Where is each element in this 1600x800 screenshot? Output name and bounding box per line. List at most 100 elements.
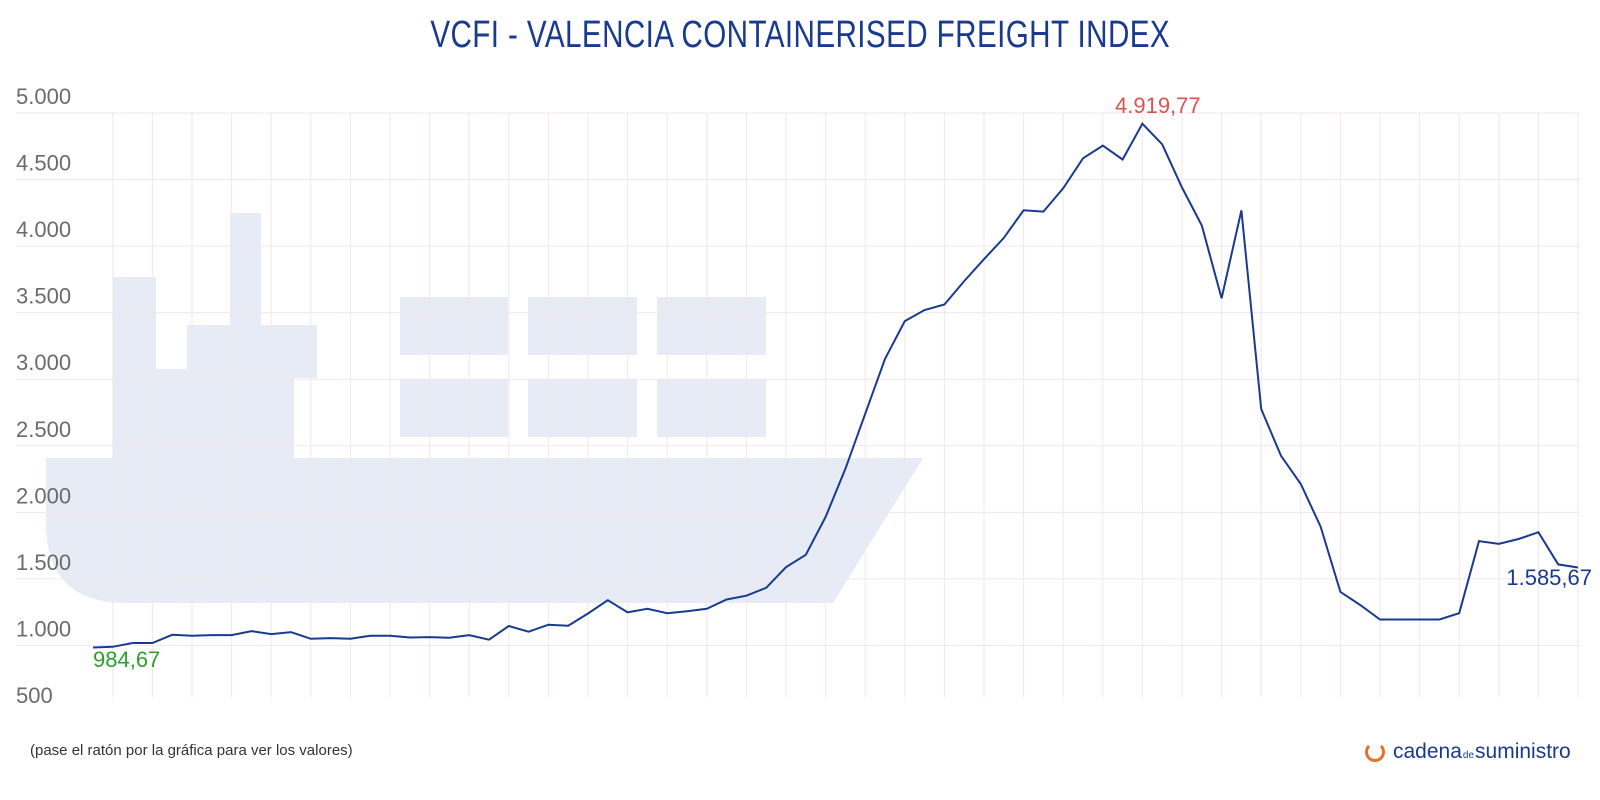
- logo-text: de: [1462, 750, 1475, 761]
- data-point[interactable]: [208, 631, 216, 639]
- data-point[interactable]: [307, 635, 315, 643]
- data-point[interactable]: [406, 633, 414, 641]
- logo: cadena de suministro: [1365, 740, 1571, 764]
- data-point[interactable]: [327, 634, 335, 642]
- data-point[interactable]: [841, 465, 849, 473]
- data-point[interactable]: [287, 628, 295, 636]
- data-point[interactable]: [1554, 560, 1562, 568]
- data-point[interactable]: [168, 631, 176, 639]
- data-point[interactable]: [445, 634, 453, 642]
- data-point[interactable]: [624, 608, 632, 616]
- data-point[interactable]: [1455, 609, 1463, 617]
- y-tick-label: 2.000: [16, 483, 71, 508]
- data-point[interactable]: [643, 605, 651, 613]
- data-point[interactable]: [584, 609, 592, 617]
- grid: [16, 112, 1580, 697]
- y-tick-label: 3.000: [16, 350, 71, 375]
- data-point[interactable]: [782, 563, 790, 571]
- y-tick-label: 3.500: [16, 284, 71, 309]
- data-point[interactable]: [881, 355, 889, 363]
- container: [400, 297, 508, 355]
- data-point[interactable]: [663, 609, 671, 617]
- data-point[interactable]: [247, 627, 255, 635]
- data-point[interactable]: [1376, 615, 1384, 623]
- data-point[interactable]: [1198, 221, 1206, 229]
- ship-cabin: [187, 325, 231, 465]
- data-point[interactable]: [1277, 452, 1285, 460]
- data-point[interactable]: [129, 639, 137, 647]
- data-point[interactable]: [148, 639, 156, 647]
- data-point[interactable]: [228, 631, 236, 639]
- data-point[interactable]: [1475, 537, 1483, 545]
- data-point[interactable]: [980, 255, 988, 263]
- container: [657, 297, 766, 355]
- ship-illustration: [46, 213, 923, 603]
- data-point[interactable]: [762, 584, 770, 592]
- data-point[interactable]: [89, 643, 97, 651]
- ship-funnel: [113, 277, 156, 467]
- chart-title-text: VCFI - VALENCIA CONTAINERISED FREIGHT IN…: [430, 14, 1170, 56]
- data-point[interactable]: [485, 636, 493, 644]
- data-point[interactable]: [564, 622, 572, 630]
- data-point[interactable]: [723, 596, 731, 604]
- data-point[interactable]: [703, 605, 711, 613]
- data-point[interactable]: [822, 513, 830, 521]
- data-point[interactable]: [1495, 540, 1503, 548]
- data-point[interactable]: [1336, 588, 1344, 596]
- series-line[interactable]: [92, 122, 1579, 649]
- hover-hint: (pase el ratón por la gráfica para ver l…: [30, 742, 353, 759]
- y-tick-label: 4.500: [16, 151, 71, 176]
- data-point[interactable]: [940, 301, 948, 309]
- data-point[interactable]: [1218, 294, 1226, 302]
- data-point[interactable]: [1000, 234, 1008, 242]
- ship-cabin: [260, 325, 317, 378]
- data-point[interactable]: [544, 621, 552, 629]
- data-point[interactable]: [109, 643, 117, 651]
- data-point[interactable]: [1396, 615, 1404, 623]
- data-point[interactable]: [1138, 120, 1146, 128]
- logo-text: suministro: [1475, 740, 1571, 763]
- data-point[interactable]: [505, 622, 513, 630]
- data-point[interactable]: [1119, 155, 1127, 163]
- data-point[interactable]: [525, 628, 533, 636]
- data-point[interactable]: [386, 632, 394, 640]
- data-point[interactable]: [366, 632, 374, 640]
- data-point[interactable]: [1039, 208, 1047, 216]
- data-point[interactable]: [1317, 523, 1325, 531]
- data-point[interactable]: [604, 596, 612, 604]
- data-point[interactable]: [683, 607, 691, 615]
- data-point[interactable]: [921, 306, 929, 314]
- data-point[interactable]: [1435, 615, 1443, 623]
- y-tick-label: 4.000: [16, 217, 71, 242]
- data-point[interactable]: [802, 551, 810, 559]
- data-point[interactable]: [1574, 563, 1582, 571]
- data-point[interactable]: [1099, 142, 1107, 150]
- container: [528, 297, 637, 355]
- data-point[interactable]: [267, 630, 275, 638]
- data-point[interactable]: [346, 635, 354, 643]
- data-point[interactable]: [188, 632, 196, 640]
- logo-text: cadena: [1393, 740, 1462, 763]
- data-point[interactable]: [742, 592, 750, 600]
- data-point[interactable]: [960, 277, 968, 285]
- data-point[interactable]: [1257, 405, 1265, 413]
- data-point[interactable]: [861, 410, 869, 418]
- data-point[interactable]: [1297, 480, 1305, 488]
- data-point[interactable]: [465, 631, 473, 639]
- data-point[interactable]: [1534, 528, 1542, 536]
- data-point[interactable]: [1158, 140, 1166, 148]
- data-point[interactable]: [1416, 615, 1424, 623]
- data-point[interactable]: [426, 633, 434, 641]
- data-point[interactable]: [901, 317, 909, 325]
- ship-cabin: [155, 369, 188, 469]
- data-point[interactable]: [1020, 206, 1028, 214]
- last-value-label: 1.585,67: [1506, 565, 1592, 590]
- data-point[interactable]: [1079, 154, 1087, 162]
- data-point[interactable]: [1237, 206, 1245, 214]
- data-point[interactable]: [1356, 601, 1364, 609]
- min-value-label: 984,67: [93, 647, 160, 672]
- data-point[interactable]: [1178, 184, 1186, 192]
- data-point[interactable]: [1059, 184, 1067, 192]
- data-point[interactable]: [1515, 535, 1523, 543]
